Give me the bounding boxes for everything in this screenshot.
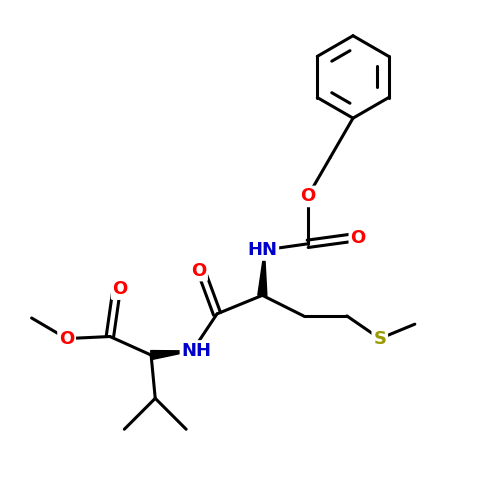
Text: NH: NH xyxy=(182,342,212,360)
Text: HN: HN xyxy=(248,241,278,259)
Text: O: O xyxy=(112,280,128,298)
Text: O: O xyxy=(300,188,316,206)
Polygon shape xyxy=(258,250,267,296)
Text: S: S xyxy=(374,330,386,347)
Polygon shape xyxy=(150,350,192,360)
Text: O: O xyxy=(59,330,74,347)
Text: O: O xyxy=(191,262,206,280)
Text: O: O xyxy=(350,228,366,246)
